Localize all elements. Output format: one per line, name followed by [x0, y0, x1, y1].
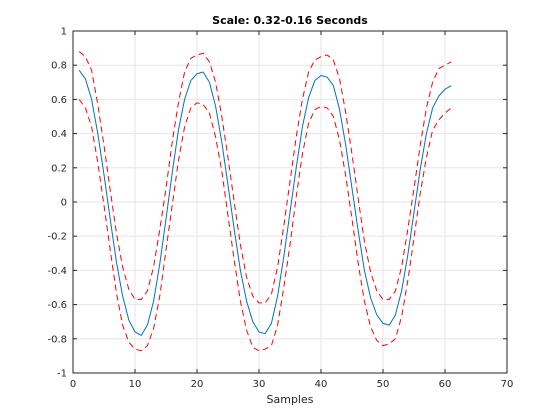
y-tick-label: -1: [57, 369, 67, 380]
y-tick-label: 0.2: [51, 163, 67, 174]
x-tick-label: 40: [315, 379, 328, 390]
signal-line: [78, 70, 452, 336]
x-axis-label: Samples: [267, 393, 314, 406]
x-tick-label: 30: [253, 379, 266, 390]
y-tick-labels: -1 -0.8 -0.6 -0.4 -0.2 0 0.2 0.4 0.6 0.8 1: [47, 27, 67, 380]
x-tick-label: 0: [70, 379, 76, 390]
x-tick-label: 10: [129, 379, 142, 390]
x-tick-label: 60: [439, 379, 452, 390]
y-tick-label: -0.6: [47, 300, 67, 311]
y-tick-label: 0.4: [51, 129, 67, 140]
upper-bound-line: [78, 51, 452, 304]
y-tick-label: -0.8: [47, 334, 67, 345]
y-tick-label: 0.6: [51, 95, 67, 106]
x-tick-labels: 0 10 20 30 40 50 60 70: [70, 379, 514, 390]
y-tick-label: 0: [61, 198, 67, 209]
ticks: [72, 30, 508, 374]
y-tick-label: -0.2: [47, 232, 67, 243]
x-tick-label: 20: [191, 379, 204, 390]
x-tick-label: 50: [377, 379, 390, 390]
x-tick-label: 70: [501, 379, 514, 390]
y-tick-label: -0.4: [47, 266, 67, 277]
chart-title: Scale: 0.32-0.16 Seconds: [212, 14, 368, 27]
y-tick-label: 1: [61, 27, 67, 38]
y-tick-label: 0.8: [51, 61, 67, 72]
lower-bound-line: [78, 99, 452, 352]
series-layer: [78, 51, 452, 352]
